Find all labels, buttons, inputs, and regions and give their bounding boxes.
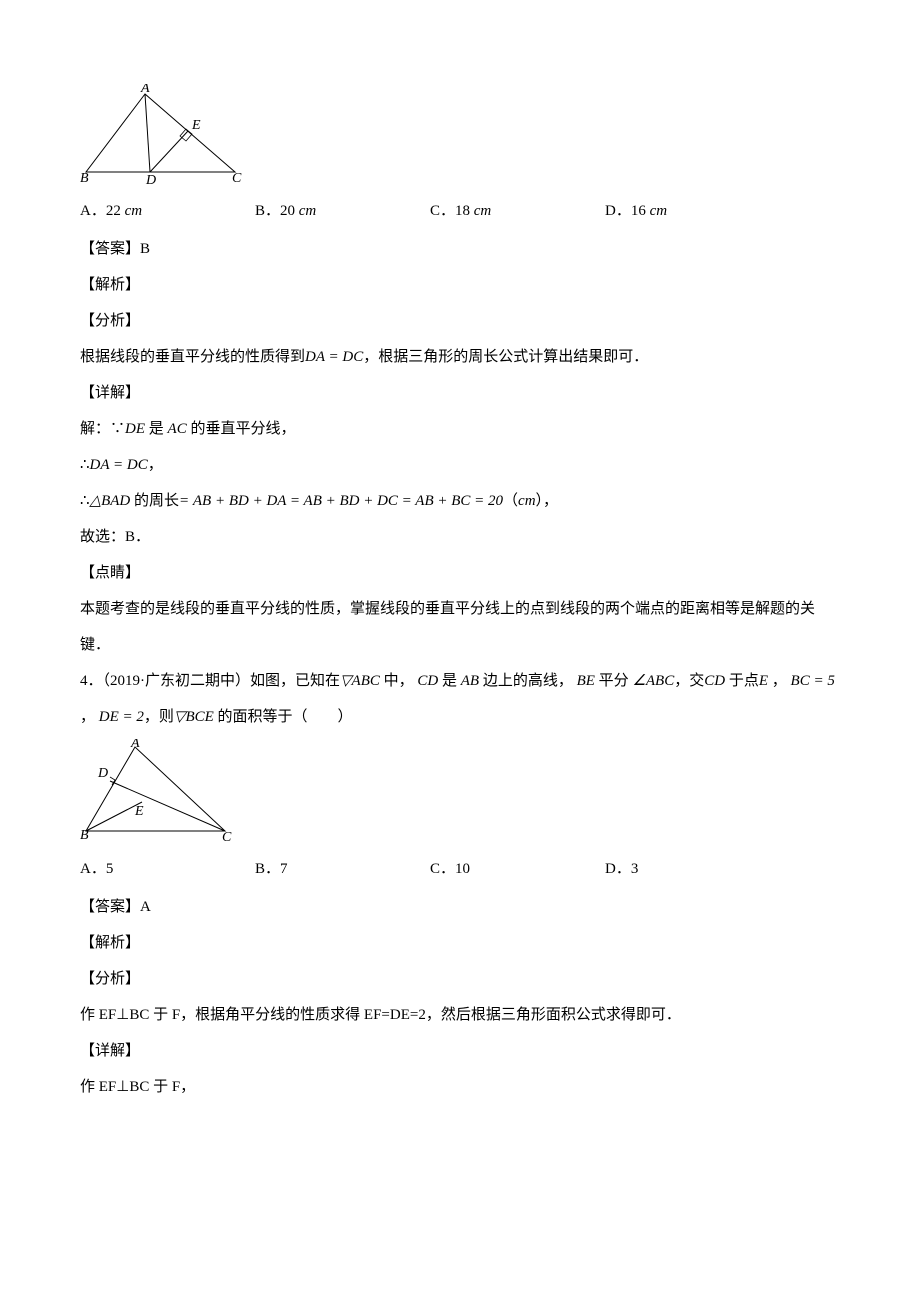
q4-vertex-B: B: [80, 828, 89, 843]
q4-option-C[interactable]: C．10: [430, 851, 605, 887]
q3-vertex-C: C: [232, 171, 242, 186]
q3-triangle-diagram: A B D C E: [80, 84, 840, 189]
q3-fenxi-text: 根据线段的垂直平分线的性质得到DA = DC，根据三角形的周长公式计算出结果即可…: [80, 339, 840, 375]
q3-vertex-D: D: [145, 173, 156, 188]
q3-vertex-B: B: [80, 171, 89, 186]
q4-jiexi-heading: 【解析】: [80, 925, 840, 961]
q4-vertex-E: E: [134, 804, 144, 819]
q3-option-C[interactable]: C．18 cm: [430, 193, 605, 229]
q3-solution-line1: 解：∵DE 是 AC 的垂直平分线，: [80, 411, 840, 447]
q3-option-B[interactable]: B．20 cm: [255, 193, 430, 229]
q4-triangle-diagram: A B C D E: [80, 739, 840, 847]
q3-solution-line4: 故选：B．: [80, 519, 840, 555]
q3-vertex-E: E: [191, 118, 201, 133]
q3-xiangjie-heading: 【详解】: [80, 375, 840, 411]
q4-fenxi-heading: 【分析】: [80, 961, 840, 997]
q4-vertex-A: A: [130, 739, 140, 751]
q4-xiangjie-heading: 【详解】: [80, 1033, 840, 1069]
q3-fenxi-heading: 【分析】: [80, 303, 840, 339]
q4-option-D[interactable]: D．3: [605, 851, 765, 887]
q3-jiexi-heading: 【解析】: [80, 267, 840, 303]
q3-dianjing-heading: 【点睛】: [80, 555, 840, 591]
q3-answer: 【答案】B: [80, 231, 840, 267]
q3-option-D[interactable]: D．16 cm: [605, 193, 765, 229]
q4-fenxi-text: 作 EF⊥BC 于 F，根据角平分线的性质求得 EF=DE=2，然后根据三角形面…: [80, 997, 840, 1033]
q3-option-A[interactable]: A．22 cm: [80, 193, 255, 229]
q3-dianjing-text: 本题考查的是线段的垂直平分线的性质，掌握线段的垂直平分线上的点到线段的两个端点的…: [80, 591, 840, 663]
q3-vertex-A: A: [140, 84, 150, 96]
q4-option-B[interactable]: B．7: [255, 851, 430, 887]
q4-vertex-D: D: [97, 766, 108, 781]
q3-solution-line3: ∴△BAD 的周长= AB + BD + DA = AB + BD + DC =…: [80, 483, 840, 519]
q4-stem: 4．（2019·广东初二期中）如图，已知在▽ABC 中， CD 是 AB 边上的…: [80, 663, 840, 735]
q4-solution-line1: 作 EF⊥BC 于 F，: [80, 1069, 840, 1105]
q3-options-row: A．22 cm B．20 cm C．18 cm D．16 cm: [80, 193, 840, 229]
q4-vertex-C: C: [222, 830, 232, 845]
q4-options-row: A．5 B．7 C．10 D．3: [80, 851, 840, 887]
q4-option-A[interactable]: A．5: [80, 851, 255, 887]
q3-solution-line2: ∴DA = DC，: [80, 447, 840, 483]
q4-answer: 【答案】A: [80, 889, 840, 925]
